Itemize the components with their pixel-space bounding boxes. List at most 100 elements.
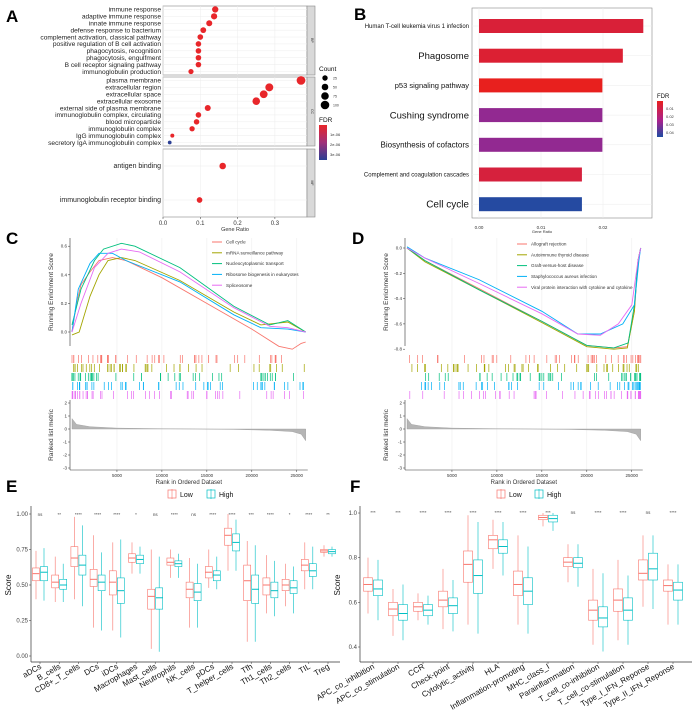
box-low [438,590,448,608]
term-label: B cell receptor signaling pathway [65,62,162,69]
y-tick-label: 0.4 [349,645,358,651]
term-label: immunoglobulin production [82,69,161,76]
term-label: immunoglobulin complex [88,126,161,133]
legend-colorbar [657,101,663,137]
box-low [109,570,117,596]
legend-title: Count [319,66,337,73]
x-tick-label: 0.0 [159,221,168,227]
dot [219,162,226,170]
dot [212,6,219,13]
legend-label: 1e-06 [330,132,341,137]
panel-label-b: B [354,5,366,24]
y-tick-label: -3 [398,466,402,471]
dot [259,90,268,99]
legend-label: 25 [333,77,337,81]
y-tick-label: -2 [63,453,67,458]
panel-label-a: A [6,7,18,26]
significance-label: **** [669,510,676,515]
y-tick-label: 0.00 [16,654,28,660]
category-label: Complement and coagulation cascades [364,173,469,179]
box-low [513,570,523,596]
term-label: immunoglobulin complex, circulating [55,112,161,119]
significance-label: **** [519,510,526,515]
box-low [89,569,98,587]
box-low [147,588,155,610]
x-tick-label: 10000 [156,473,169,478]
legend-label: 75 [333,95,337,99]
bar [479,167,582,182]
box-high [623,597,633,621]
y-tick-label: 0.6 [349,600,358,606]
dot [197,34,204,40]
box-high [155,587,163,610]
term-label: innate immune response [89,20,162,27]
facet-strip [306,76,316,147]
legend-label: 2e-06 [330,142,341,147]
box-high [270,581,279,599]
x-tick-label: 5000 [447,473,458,478]
box-high [213,570,221,582]
significance-label: **** [305,512,312,517]
x-tick-label: 0.01 [537,225,546,230]
term-label: extracellular region [105,85,161,92]
category-label: p53 signaling pathway [395,81,469,90]
box-low [243,564,251,601]
y-tick-label: 2 [64,401,67,406]
legend-title: FDR [319,117,333,124]
dot [204,105,211,112]
dot [195,48,202,54]
box-high [59,579,68,590]
category-label: Phagosome [418,51,469,62]
y-tick-label: 0.0 [396,246,403,251]
significance-label: **** [494,510,501,515]
dot [195,61,202,68]
y-tick-label: 1.00 [16,512,28,518]
term-label: blood microparticle [106,119,162,126]
y-tick-label: 0 [399,427,402,432]
x-tick-label: 0.00 [475,225,484,230]
x-axis-title: Rank in Ordered Dataset [156,480,223,486]
dot [167,140,172,145]
y-tick-label: -1 [63,440,67,445]
y-tick-label: -0.4 [394,296,402,301]
term-label: defense response to bacterium [70,27,161,34]
x-tick-label: 15000 [201,473,214,478]
term-label: positive regulation of B cell activation [53,41,161,48]
dot [193,119,200,125]
facet-strip-label: BP [310,38,314,43]
category-label: Human T-cell leukemia virus 1 infection [365,24,469,30]
y-tick-label: 2 [399,401,402,406]
significance-label: **** [594,510,601,515]
legend-label: Ribosome biogenesis in eukaryotes [226,272,299,277]
category-label: Cell cycle [426,200,469,211]
term-label: adaptive immune response [82,14,162,21]
significance-label: *** [395,510,401,515]
y-tick-label: 1 [64,414,67,419]
legend-label: 0.04 [666,130,675,135]
y-tick-label: -2 [398,453,402,458]
es-curve-0 [71,257,306,350]
y-tick-label: 1.0 [349,511,358,517]
category-label: Biosynthesis of cofactors [381,141,469,150]
y-axis-title: Ranked list metric [383,408,390,460]
y-tick-label: 0 [64,427,67,432]
panel-label-f: F [350,477,360,496]
legend-label: 0.01 [666,106,675,111]
significance-label: * [289,512,291,517]
significance-label: ns [191,512,197,517]
es-curve-0 [406,247,642,349]
y-tick-label: 0.25 [16,619,28,625]
significance-label: **** [228,512,235,517]
term-label: plasma membrane [106,78,161,85]
y-axis-title: Score [4,574,13,595]
legend-label-high: High [547,492,562,499]
y-tick-label: 0.50 [16,583,28,589]
significance-label: **** [113,512,120,517]
dot [170,133,175,138]
legend-label: Graft-versus-host disease [531,263,584,268]
ranked-metric-area [406,418,641,442]
significance-label: ns [646,510,652,515]
y-tick-label: 0.2 [61,301,68,306]
legend-label: 100 [333,104,339,108]
bar [479,78,603,93]
